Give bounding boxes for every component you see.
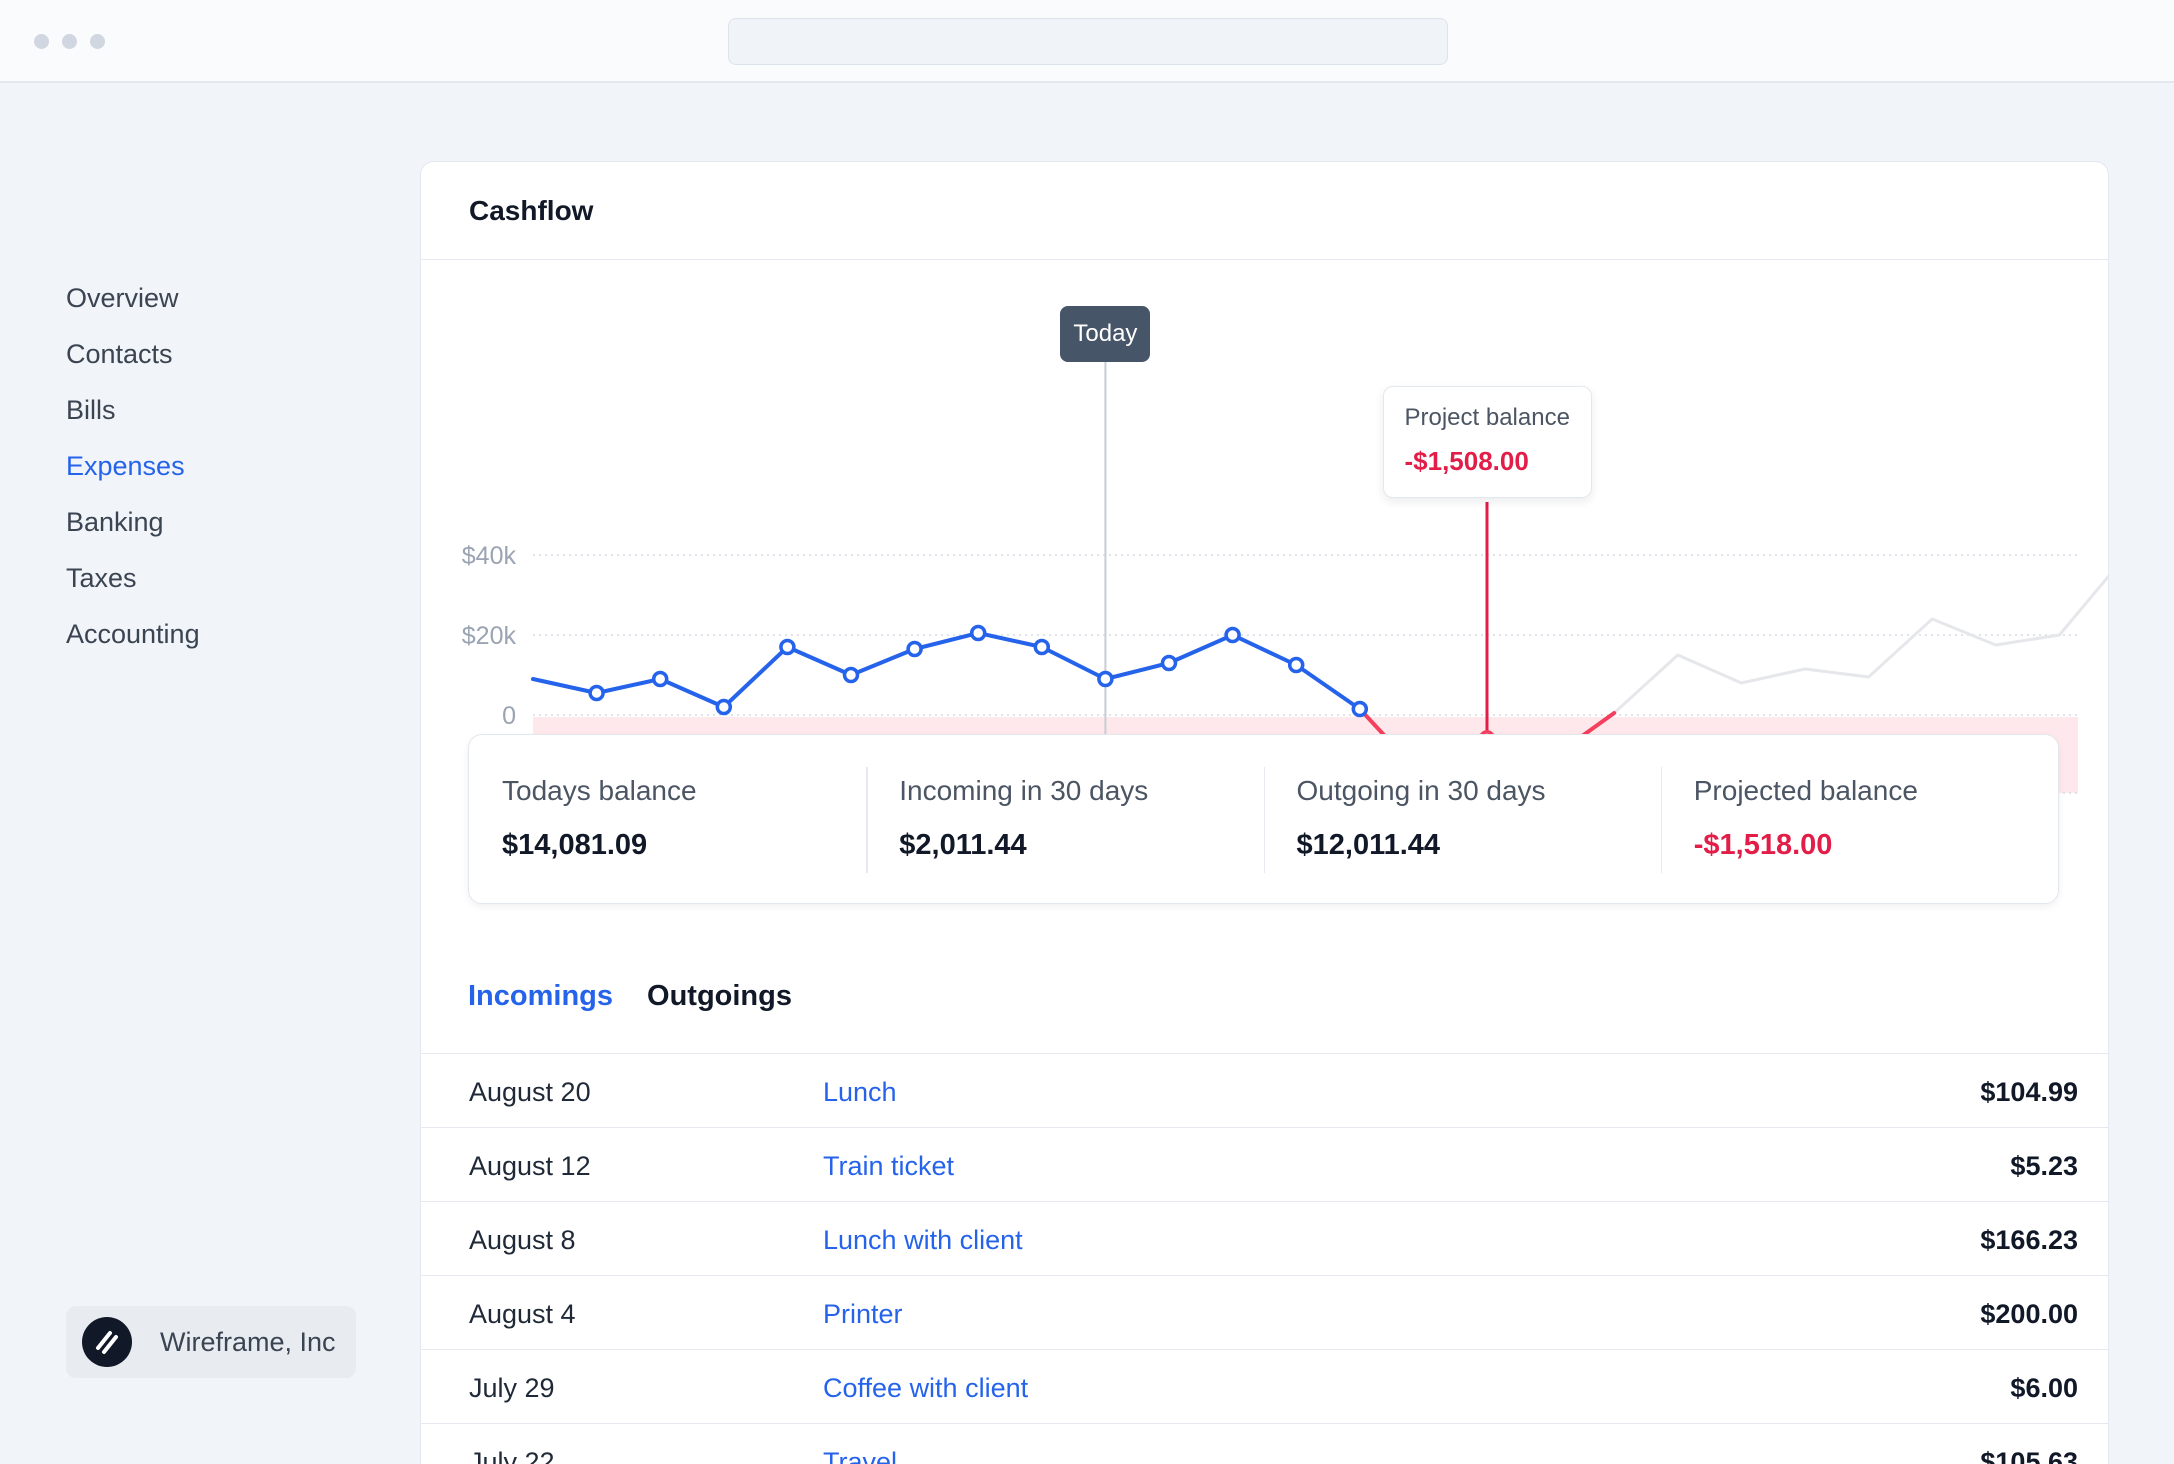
balance-series-segment	[912, 631, 981, 651]
row-description-link[interactable]: Coffee with client	[823, 1373, 1029, 1403]
row-date: July 22	[469, 1447, 555, 1464]
stat-value: $14,081.09	[502, 829, 648, 861]
card-header: Cashflow	[421, 162, 2108, 260]
balance-data-point	[779, 638, 796, 656]
row-amount: $5.23	[2010, 1151, 2078, 1181]
tab-incomings[interactable]: Incomings	[468, 980, 614, 1012]
balance-series-segment	[531, 677, 599, 695]
stat-value: $12,011.44	[1296, 829, 1441, 861]
balance-series-segment	[976, 631, 1044, 649]
balance-series-segment	[594, 677, 663, 695]
row-date: July 29	[469, 1373, 555, 1403]
projection-series-line	[1613, 574, 2108, 715]
row-date: August 20	[469, 1077, 591, 1107]
project-balance-label: Project balance	[1404, 404, 1570, 431]
sidebar-item-accounting[interactable]: Accounting	[66, 619, 200, 649]
table-row[interactable]: August 20 Lunch $104.99	[421, 1053, 2108, 1127]
transaction-tabs: Incomings Outgoings	[468, 980, 826, 1013]
balance-data-point	[842, 666, 860, 684]
balance-data-point	[715, 698, 733, 716]
table-row[interactable]: August 8 Lunch with client $166.23	[421, 1201, 2108, 1275]
window-close-dot[interactable]	[34, 34, 49, 49]
balance-series-segment	[1039, 645, 1108, 681]
project-balance-value: -$1,508.00	[1404, 446, 1529, 476]
row-description-link[interactable]: Lunch	[823, 1077, 897, 1107]
y-tick-label: 0	[502, 702, 516, 730]
workspace-name: Wireframe, Inc	[160, 1326, 336, 1357]
balance-data-point	[1224, 626, 1241, 644]
row-date: August 4	[469, 1299, 576, 1329]
window-minimize-dot[interactable]	[62, 34, 77, 49]
balance-data-point	[1097, 670, 1114, 688]
balance-series-segment	[721, 645, 790, 709]
stat-incoming: Incoming in 30 days $2,011.44	[866, 735, 1263, 903]
browser-toolbar	[0, 0, 2174, 83]
balance-series-segment	[658, 677, 726, 709]
balance-data-point	[969, 624, 987, 642]
balance-series-segment	[1294, 663, 1362, 711]
stat-label: Projected balance	[1693, 775, 1918, 806]
row-amount: $200.00	[1980, 1299, 2078, 1329]
stat-projected-balance: Projected balance -$1,518.00	[1660, 735, 2058, 903]
balance-series-segment	[785, 645, 853, 677]
row-description-link[interactable]: Lunch with client	[823, 1225, 1023, 1255]
balance-data-point	[1033, 638, 1051, 656]
stat-outgoing: Outgoing in 30 days $12,011.44	[1263, 735, 1661, 903]
project-balance-tooltip: Project balance -$1,508.00	[1382, 386, 1592, 498]
transactions-table: August 20 Lunch $104.99 August 12 Train …	[421, 1053, 2108, 1464]
wireframe-logo-icon	[82, 1317, 132, 1367]
row-amount: $104.99	[1980, 1077, 2078, 1107]
balance-summary: Todays balance $14,081.09 Incoming in 30…	[468, 734, 2059, 904]
sidebar-item-bills[interactable]: Bills	[66, 395, 116, 425]
balance-data-point	[651, 670, 669, 688]
balance-series-segment	[1230, 633, 1299, 667]
table-row[interactable]: July 22 Travel $105.63	[421, 1423, 2108, 1464]
balance-data-point	[588, 684, 605, 702]
balance-series-segment	[1103, 661, 1171, 681]
row-amount: $6.00	[2010, 1373, 2078, 1403]
table-row[interactable]: July 29 Coffee with client $6.00	[421, 1349, 2108, 1423]
y-tick-label: $20k	[462, 622, 517, 650]
table-row[interactable]: August 12 Train ticket $5.23	[421, 1127, 2108, 1201]
stat-value: $2,011.44	[899, 829, 1027, 861]
row-date: August 8	[469, 1225, 576, 1255]
row-description-link[interactable]: Train ticket	[823, 1151, 955, 1181]
balance-data-point	[1160, 654, 1178, 672]
stat-todays-balance: Todays balance $14,081.09	[469, 735, 866, 903]
tab-outgoings[interactable]: Outgoings	[647, 980, 792, 1012]
row-amount: $105.63	[1980, 1447, 2078, 1464]
workspace-switcher[interactable]: Wireframe, Inc	[66, 1306, 356, 1378]
balance-series-segment	[1167, 633, 1235, 665]
sidebar-item-taxes[interactable]: Taxes	[66, 563, 137, 593]
row-description-link[interactable]: Travel	[823, 1447, 898, 1464]
sidebar-item-overview[interactable]: Overview	[66, 283, 179, 313]
sidebar-item-contacts[interactable]: Contacts	[66, 339, 173, 369]
balance-data-point	[1287, 656, 1305, 674]
window-zoom-dot[interactable]	[90, 34, 105, 49]
stat-label: Todays balance	[502, 775, 697, 806]
today-marker-label: Today	[1060, 306, 1151, 362]
balance-data-point	[906, 640, 923, 658]
address-bar[interactable]	[728, 18, 1448, 65]
stat-value: -$1,518.00	[1693, 829, 1833, 861]
balance-data-point	[1351, 700, 1369, 718]
stat-label: Incoming in 30 days	[899, 775, 1149, 806]
sidebar-item-banking[interactable]: Banking	[66, 507, 164, 537]
card-title: Cashflow	[469, 194, 594, 226]
sidebar-nav: Overview Contacts Bills Expenses Banking…	[66, 280, 200, 672]
stat-label: Outgoing in 30 days	[1296, 775, 1546, 806]
row-amount: $166.23	[1980, 1225, 2078, 1255]
row-description-link[interactable]: Printer	[823, 1299, 903, 1329]
sidebar-item-expenses[interactable]: Expenses	[66, 451, 185, 481]
table-row[interactable]: August 4 Printer $200.00	[421, 1275, 2108, 1349]
row-date: August 12	[469, 1151, 591, 1181]
balance-series-segment	[849, 647, 917, 677]
y-tick-label: $40k	[462, 542, 517, 570]
